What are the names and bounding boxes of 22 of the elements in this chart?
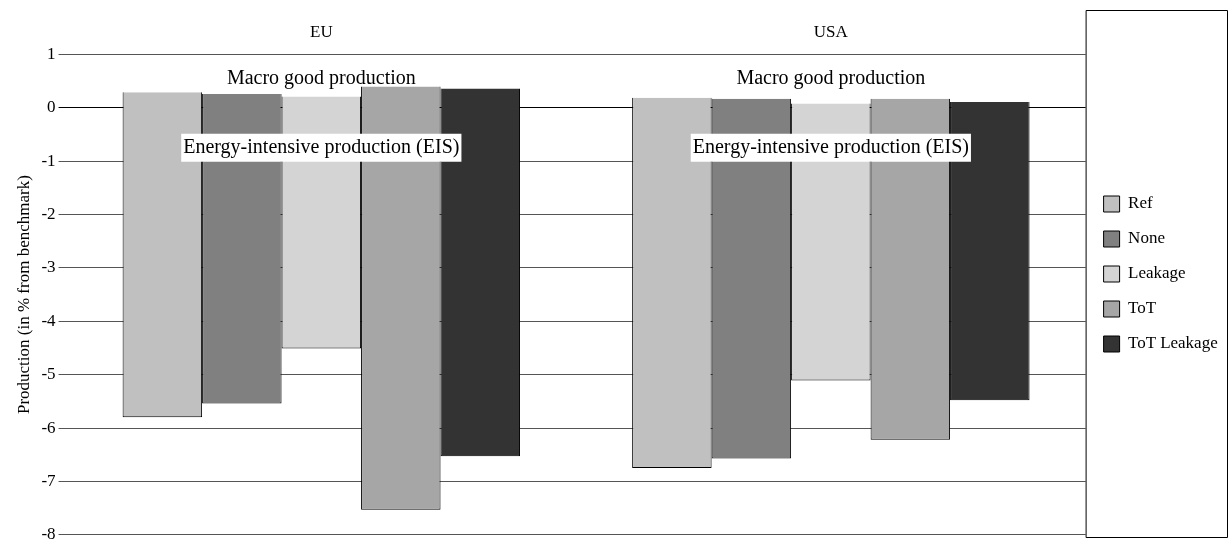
annotation: Energy-intensive production (EIS) (183, 135, 460, 159)
y-tick-label: -6 (41, 417, 56, 437)
annotation: Macro good production (226, 65, 416, 89)
legend-label: ToT Leakage (1128, 333, 1218, 353)
legend-label: Ref (1128, 193, 1153, 213)
y-tick-label: -3 (41, 257, 56, 277)
y-tick-label: -2 (41, 204, 56, 223)
annotation: Energy-intensive production (EIS) (692, 135, 969, 159)
y-tick-label: -5 (41, 364, 56, 384)
y-tick-label: -8 (41, 524, 56, 544)
y-tick-label: -1 (41, 150, 56, 170)
y-tick-label: -7 (41, 470, 57, 490)
legend-label: Leakage (1128, 263, 1186, 283)
legend-label: ToT (1128, 298, 1157, 318)
x-tick-label: USA (813, 21, 849, 41)
legend-label: None (1128, 228, 1165, 248)
annotation: Macro good production (736, 65, 926, 89)
y-tick-label: -4 (41, 310, 57, 330)
x-tick-label: EU (309, 21, 333, 41)
y-axis-title: Production (in % from benchmark) (13, 175, 33, 415)
y-tick-label: 0 (47, 97, 56, 117)
y-tick-label: 1 (47, 43, 56, 63)
